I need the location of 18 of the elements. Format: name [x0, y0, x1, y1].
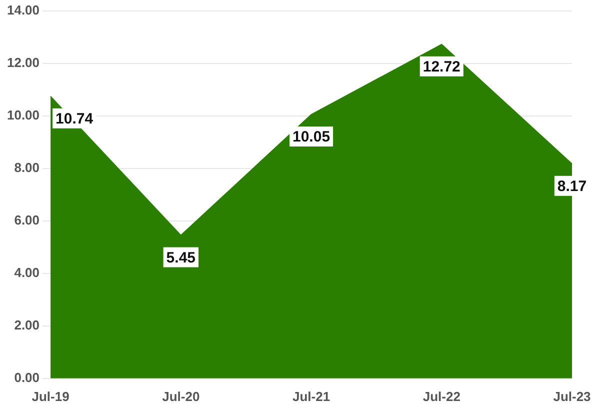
- x-tick-label: Jul-21: [292, 388, 330, 404]
- y-tick-label: 8.00: [14, 160, 40, 175]
- y-tick-label: 14.00: [6, 2, 40, 18]
- x-tick-label: Jul-19: [32, 388, 70, 404]
- data-label: 10.74: [56, 110, 94, 128]
- x-tick-label: Jul-23: [553, 388, 591, 404]
- data-label: 5.45: [166, 249, 196, 266]
- x-tick-label: Jul-22: [422, 388, 460, 404]
- y-tick-label: 2.00: [14, 317, 40, 332]
- data-label: 12.72: [422, 58, 460, 76]
- y-tick-label: 4.00: [14, 264, 40, 280]
- y-tick-label: 10.00: [6, 107, 40, 122]
- data-label: 8.17: [557, 178, 587, 196]
- data-label: 10.05: [292, 128, 330, 146]
- y-tick-label: 6.00: [14, 212, 40, 228]
- x-tick-label: Jul-20: [162, 388, 200, 404]
- y-tick-label: 0.00: [14, 370, 40, 385]
- y-tick-label: 12.00: [6, 54, 40, 70]
